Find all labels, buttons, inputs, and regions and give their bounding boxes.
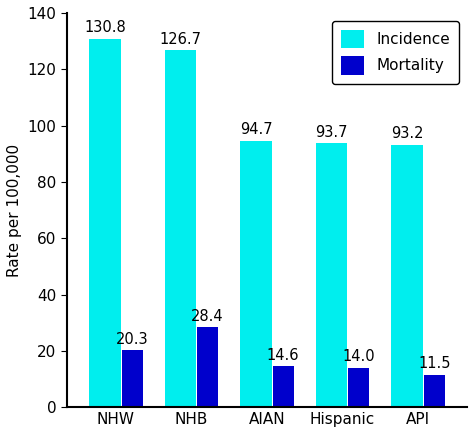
Text: 130.8: 130.8 [84,20,126,36]
Text: 14.6: 14.6 [267,348,300,363]
Bar [164,50,196,407]
Text: 28.4: 28.4 [191,309,224,324]
Bar [316,143,347,407]
Bar [89,39,121,407]
Text: 126.7: 126.7 [159,32,201,47]
Bar [391,145,423,407]
Bar [240,141,272,407]
Text: 14.0: 14.0 [342,349,375,365]
Bar [197,327,218,407]
Y-axis label: Rate per 100,000: Rate per 100,000 [7,144,22,276]
Bar [348,368,369,407]
Bar [121,350,143,407]
Text: 94.7: 94.7 [240,122,272,137]
Text: 11.5: 11.5 [418,356,450,372]
Text: 20.3: 20.3 [116,332,148,347]
Text: 93.2: 93.2 [391,126,423,141]
Text: 93.7: 93.7 [315,125,348,140]
Legend: Incidence, Mortality: Incidence, Mortality [332,20,459,84]
Bar [273,366,294,407]
Bar [424,375,445,407]
